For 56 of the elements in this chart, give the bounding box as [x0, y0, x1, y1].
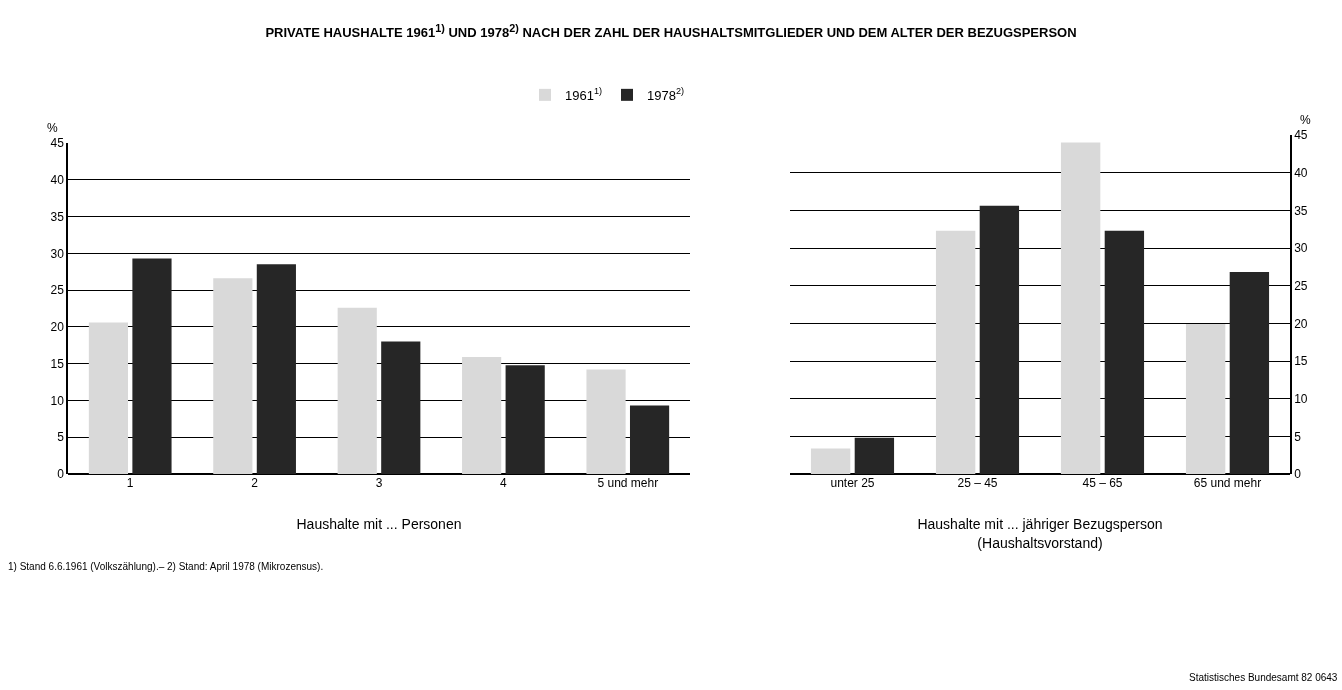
- y-tick-label: 40: [50, 172, 65, 187]
- y2-tick-label: 35: [1294, 203, 1308, 218]
- y2-tick-label: 30: [1294, 241, 1308, 256]
- bar: [381, 341, 421, 474]
- chart-title: PRIVATE HAUSHALTE 1961$^{1)}$ UND 1978$^{2)}$ NACH DER ZAHL DER HAUSHALTSMITGLIEDER UND DEM ALTER DER BEZUGSPERSON: [264, 22, 1078, 41]
- y2-tick-label: 10: [1294, 391, 1308, 406]
- text: Statistisches Bundesamt 82 0643: [1189, 672, 1338, 683]
- x-tick-label: 45 – 65: [1082, 476, 1123, 490]
- bar: [854, 437, 895, 474]
- y-tick-label: 25: [50, 283, 65, 298]
- y2-tick-label: 20: [1294, 316, 1308, 331]
- x-tick-label: 2: [251, 476, 259, 490]
- bar: [337, 307, 377, 474]
- x-tick-label: 3: [375, 476, 383, 490]
- x-tick-label: 4: [500, 476, 508, 490]
- y-tick-label: 45: [50, 136, 65, 151]
- y-axis-title: %: [47, 121, 58, 135]
- bar: [132, 258, 172, 474]
- bar: [505, 365, 545, 474]
- y2-tick-label: 25: [1294, 278, 1308, 293]
- bar: [979, 205, 1020, 474]
- y2-tick-label: 0: [1294, 467, 1302, 482]
- y-tick-label: 20: [50, 320, 65, 335]
- bar: [256, 264, 296, 474]
- bar: [213, 278, 253, 474]
- y-tick-label: 30: [50, 246, 65, 261]
- bar: [1185, 324, 1226, 474]
- y2-axis-title: %: [1300, 113, 1311, 127]
- y2-tick-label: 45: [1294, 128, 1308, 143]
- bar: [462, 357, 502, 474]
- x-tick-label: 65 und mehr: [1193, 476, 1262, 490]
- legend-label: 1978$^{2)}$: [647, 86, 685, 103]
- y2-tick-label: 40: [1294, 165, 1308, 180]
- legend-label: 1961$^{1)}$: [565, 86, 603, 103]
- y2-tick-label: 15: [1294, 354, 1308, 369]
- bar: [88, 322, 129, 474]
- bar: [1104, 230, 1145, 474]
- y2-tick-label: 5: [1294, 429, 1302, 444]
- y-tick-label: 15: [50, 356, 65, 371]
- bar: [1229, 272, 1270, 474]
- bar: [629, 405, 670, 474]
- y-tick-label: 0: [57, 467, 65, 482]
- y-tick-label: 35: [50, 209, 65, 224]
- bar: [935, 230, 976, 474]
- bar: [1060, 142, 1101, 474]
- text: 1) Stand 6.6.1961 (Volkszählung).– 2) Stand: April 1978 (Mikrozensus).: [8, 561, 324, 572]
- x-axis-title: Haushalte mit ... Personen: [296, 516, 462, 533]
- x-tick-label: unter 25: [830, 476, 875, 490]
- bar: [586, 369, 626, 474]
- y-tick-label: 5: [57, 430, 65, 445]
- x-tick-label: 25 – 45: [957, 476, 998, 490]
- x-axis-title: Haushalte mit ... jähriger Bezugsperson (Haushaltsvorstand): [917, 516, 1163, 551]
- x-tick-label: 5 und mehr: [597, 476, 659, 490]
- y-tick-label: 10: [50, 393, 65, 408]
- x-tick-label: 1: [126, 476, 134, 490]
- bar: [810, 448, 851, 474]
